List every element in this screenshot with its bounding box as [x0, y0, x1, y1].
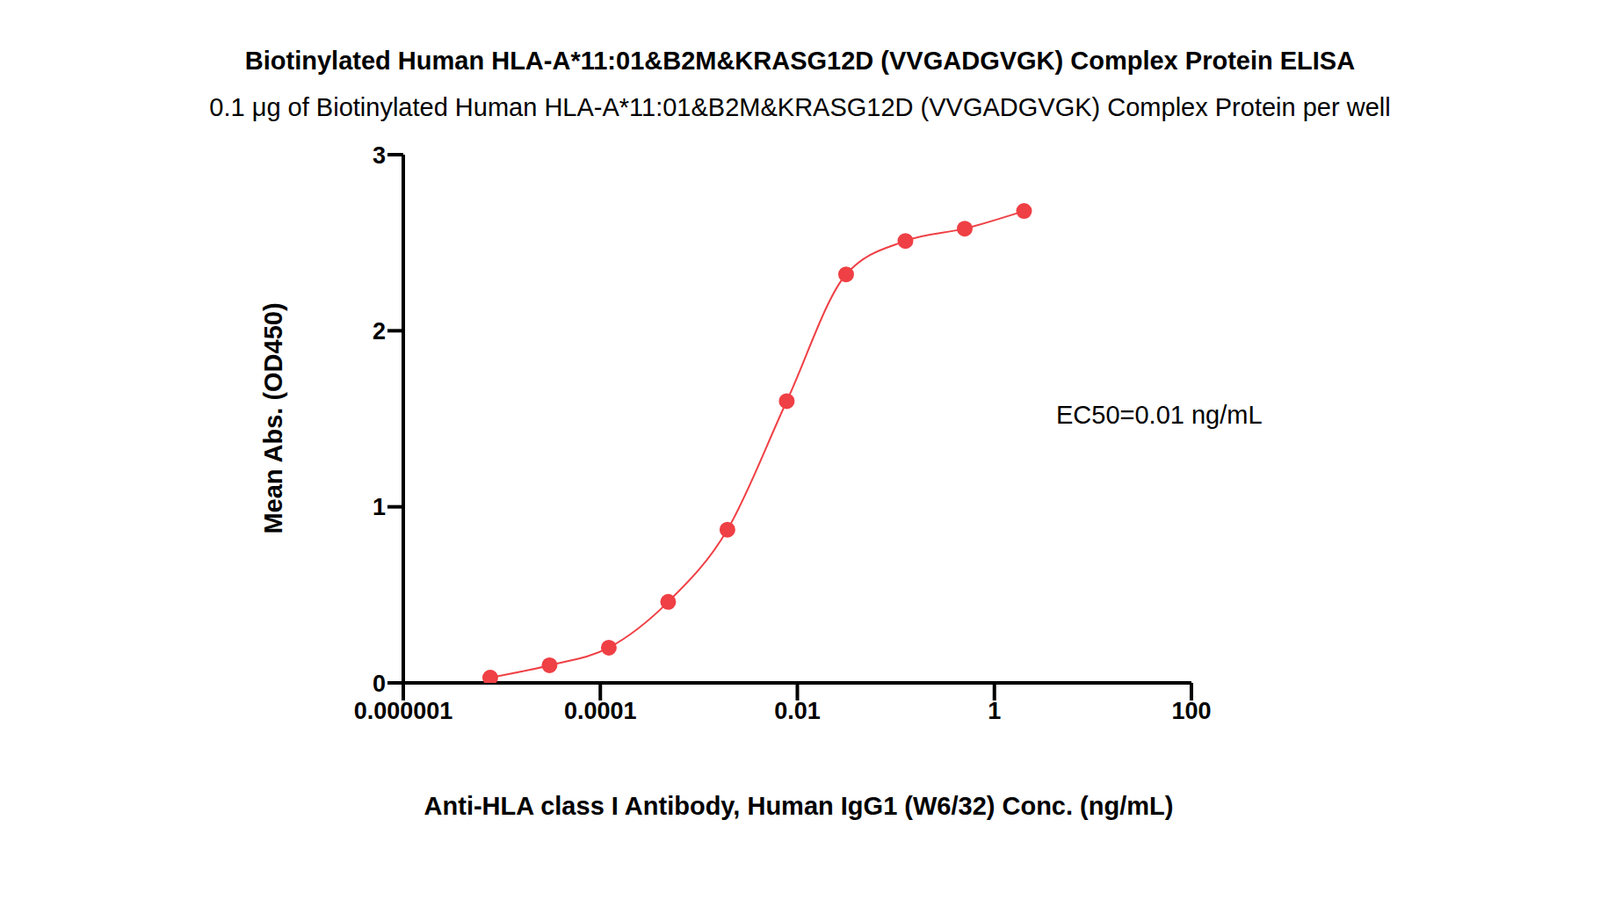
svg-text:1: 1: [372, 493, 386, 521]
html-text:EC50=0.01 ng/mL: EC50=0.01 ng/mL: [1056, 400, 1263, 429]
svg-text:0.0001: 0.0001: [564, 697, 638, 724]
svg-text:1: 1: [987, 697, 1001, 724]
html-text:Anti-HLA class I Antibody, Hum: Anti-HLA class I Antibody, Human IgG1 (W…: [424, 791, 1174, 820]
svg-text:2: 2: [372, 318, 386, 345]
svg-text:100: 100: [1171, 697, 1211, 724]
svg-text:0: 0: [372, 670, 386, 697]
svg-text:0.01: 0.01: [774, 697, 821, 724]
svg-text:0.000001: 0.000001: [354, 697, 454, 724]
html-text:Biotinylated Human HLA-A*11:01: Biotinylated Human HLA-A*11:01&B2M&KRASG…: [244, 46, 1356, 75]
html-text:0.1 μg of Biotinylated Human H: 0.1 μg of Biotinylated Human HLA-A*11:01…: [209, 93, 1391, 122]
svg-text:3: 3: [372, 142, 386, 169]
html-text:Mean Abs. (OD450): Mean Abs. (OD450): [258, 302, 287, 534]
